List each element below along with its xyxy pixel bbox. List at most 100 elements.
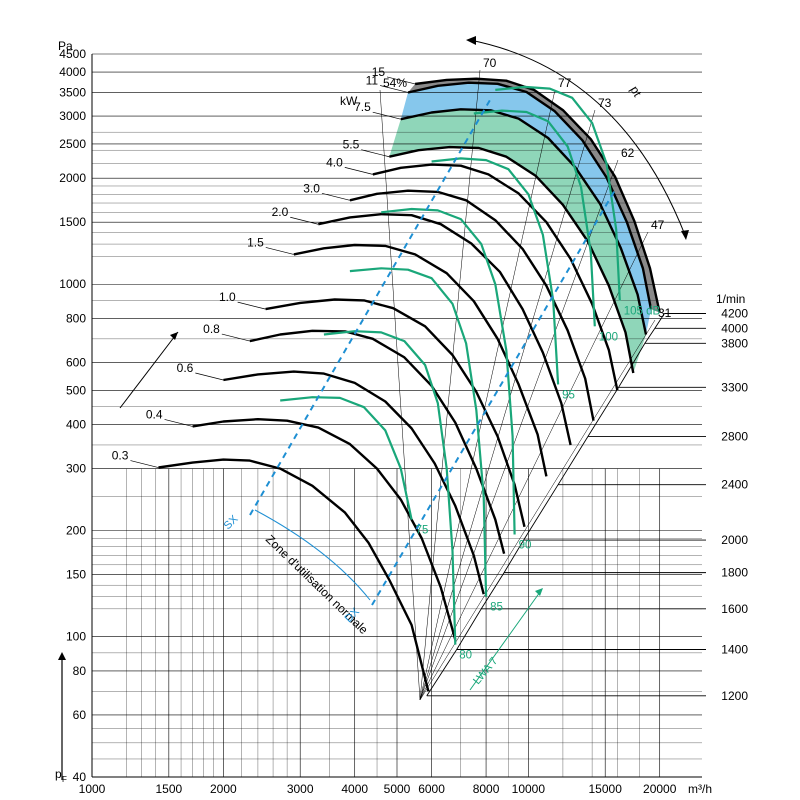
power-curve <box>265 298 526 528</box>
sound-label: 75 <box>416 525 429 537</box>
power-label: 4.0 <box>326 155 343 169</box>
sound-label: 100 <box>599 331 618 343</box>
speed-tick-label: 2800 <box>721 429 748 443</box>
y-tick-label: 3500 <box>59 85 86 99</box>
power-label: 0.4 <box>146 407 163 421</box>
power-curve <box>293 243 548 477</box>
sound-label: 95 <box>562 389 575 401</box>
x-tick-label: 3000 <box>287 782 314 796</box>
speed-tick-label: 1200 <box>721 689 748 703</box>
efficiency-line <box>419 89 556 701</box>
power-label: 7.5 <box>354 100 371 114</box>
power-label: 11 <box>366 73 379 87</box>
power-leader <box>290 216 319 225</box>
efficiency-line <box>379 89 421 701</box>
sx-dashed-line <box>249 99 491 516</box>
power-curve <box>372 163 619 391</box>
sound-label: 105 dB <box>624 305 661 317</box>
speed-boundary-line <box>426 313 665 697</box>
y-tick-label: 100 <box>66 630 86 644</box>
grid-lines <box>91 53 702 778</box>
x-tick-label: 8000 <box>473 782 500 796</box>
zone-arc <box>254 509 371 601</box>
pressure-arrow-label: pt <box>627 84 644 100</box>
x-axis-unit-label: m³/h <box>688 782 712 796</box>
pt-axis-arrow <box>119 331 179 409</box>
power-curve <box>349 189 595 421</box>
operating-zone-fills <box>389 78 660 374</box>
speed-tick-label: 4000 <box>721 321 748 335</box>
y-tick-label: 150 <box>66 568 86 582</box>
power-leader <box>130 460 159 468</box>
power-label: 15 <box>372 65 386 79</box>
efficiency-label: 54% <box>383 76 407 90</box>
green-zone-fill <box>389 109 646 374</box>
y-tick-label: 3000 <box>59 109 86 123</box>
y-tick-label: 1500 <box>59 215 86 229</box>
sound-axis-arrow <box>469 591 541 691</box>
x-tick-label: 4000 <box>341 782 368 796</box>
y-tick-label: 4500 <box>59 47 86 61</box>
speed-tick-label: 2400 <box>721 478 748 492</box>
sound-power-curves <box>249 85 621 645</box>
y-tick-label: 400 <box>66 418 86 432</box>
sound-curve <box>473 109 596 327</box>
power-label: 2.0 <box>272 205 289 219</box>
speed-tick-label: 1400 <box>721 642 748 656</box>
speed-tick-label: 3800 <box>721 336 748 350</box>
efficiency-label: 31 <box>658 306 672 320</box>
x-tick-label: 5000 <box>384 782 411 796</box>
sound-curve <box>381 207 516 535</box>
y-tick-label: 80 <box>73 664 87 678</box>
efficiency-label: 47 <box>651 218 665 232</box>
power-leader <box>265 247 294 255</box>
y-tick-label: 60 <box>73 708 87 722</box>
power-leader <box>195 372 224 381</box>
power-leader <box>237 301 266 310</box>
sound-curve <box>349 267 488 597</box>
speed-tick-label: 2000 <box>721 533 748 547</box>
pf-symbol: p <box>55 767 62 781</box>
y-tick-label: 1000 <box>59 277 86 291</box>
power-label: 5.5 <box>343 138 360 152</box>
x-tick-label: 15000 <box>589 782 623 796</box>
power-label: 0.8 <box>203 322 220 336</box>
pf-arrowhead <box>58 652 66 660</box>
power-leader <box>321 193 350 201</box>
sound-label: 85 <box>490 602 503 614</box>
power-label: 3.0 <box>303 181 320 195</box>
power-curves <box>130 76 661 692</box>
sound-curve <box>323 330 457 645</box>
sound-curve <box>431 157 560 385</box>
speed-tick-label: 1800 <box>721 566 748 580</box>
sound-label: 80 <box>459 650 472 662</box>
y-tick-label: 800 <box>66 311 86 325</box>
speed-tick-label: 3300 <box>721 380 748 394</box>
x-tick-label: 6000 <box>418 782 445 796</box>
power-label: 1.5 <box>247 235 264 249</box>
y-tick-label: 500 <box>66 383 86 397</box>
x-tick-label: 1000 <box>79 782 106 796</box>
power-curve <box>407 81 653 310</box>
power-curve <box>318 213 572 446</box>
x-tick-label: 20000 <box>643 782 677 796</box>
power-unit-label: kW <box>340 94 358 108</box>
axis-labels: 40 60 80 100 150 200 300 400 500 600 800 1000 1500 20… <box>55 36 748 796</box>
sound-curve <box>280 396 413 520</box>
power-curve <box>223 370 485 595</box>
efficiency-label: 73 <box>598 96 612 110</box>
efficiency-arc-head-left <box>466 36 476 45</box>
y-axis-unit-label: Pa <box>58 39 73 53</box>
x-tick-label: 2000 <box>210 782 237 796</box>
pt-arrowhead <box>170 332 178 340</box>
efficiency-arc-head-right <box>681 230 689 240</box>
efficiency-label: 62 <box>621 146 635 160</box>
power-curve <box>158 458 430 692</box>
y-tick-label: 2000 <box>59 171 86 185</box>
speed-tick-label: 4200 <box>721 307 748 321</box>
power-leader <box>344 167 373 175</box>
power-leader <box>379 85 409 93</box>
power-leader <box>386 76 416 85</box>
power-leader <box>164 419 193 427</box>
